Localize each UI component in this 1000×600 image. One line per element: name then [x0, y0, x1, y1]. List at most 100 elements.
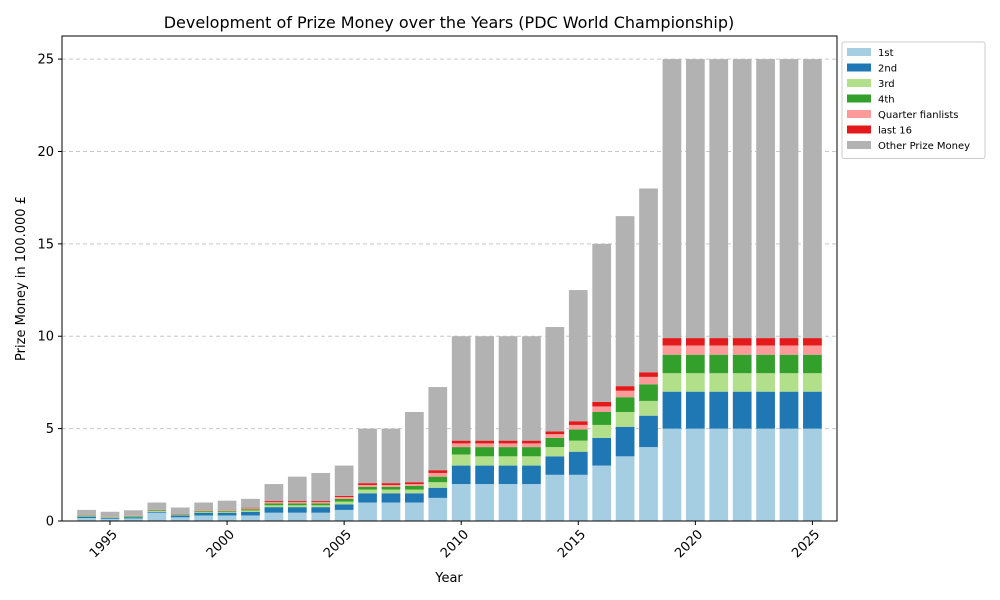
- legend-label: 2nd: [878, 64, 897, 75]
- y-tick-label: 10: [37, 330, 54, 345]
- bar-segment: [334, 501, 354, 505]
- bar-stack-2016: [592, 243, 612, 521]
- bar-segment: [451, 454, 471, 466]
- bar-segment: [568, 421, 588, 425]
- bar-segment: [779, 391, 799, 429]
- bar-segment: [428, 476, 448, 483]
- bar-segment: [685, 345, 705, 355]
- bar-segment: [381, 489, 401, 494]
- bar-segment: [709, 428, 729, 521]
- bar-stack-2020: [685, 59, 705, 521]
- bar-stacks: [77, 59, 822, 521]
- bar-stack-2015: [568, 290, 588, 521]
- bar-segment: [241, 507, 260, 509]
- bar-stack-1995: [100, 511, 120, 521]
- bar-stack-2004: [311, 472, 331, 521]
- legend-swatch: [847, 125, 871, 134]
- bar-segment: [475, 465, 494, 485]
- bar-segment: [100, 517, 120, 519]
- bar-segment: [381, 483, 401, 485]
- bar-segment: [405, 489, 424, 494]
- bar-segment: [428, 487, 448, 498]
- bar-segment: [592, 465, 612, 521]
- bar-segment: [732, 345, 752, 355]
- bar-segment: [77, 515, 96, 517]
- bar-segment: [194, 510, 214, 512]
- bar-segment: [287, 512, 307, 521]
- bar-stack-2022: [732, 59, 752, 521]
- bar-segment: [451, 443, 471, 448]
- bar-segment: [287, 501, 307, 504]
- x-tick-label: 2000: [204, 527, 238, 561]
- bar-segment: [194, 515, 214, 521]
- bar-segment: [124, 516, 143, 518]
- bar-segment: [451, 447, 471, 455]
- bar-segment: [217, 515, 237, 521]
- bar-segment: [77, 509, 96, 515]
- bar-segment: [592, 411, 612, 425]
- bar-segment: [264, 507, 284, 513]
- bar-stack-2025: [803, 59, 822, 521]
- legend-swatch: [847, 141, 871, 149]
- bar-segment: [498, 336, 518, 441]
- bar-segment: [545, 447, 565, 457]
- bar-segment: [662, 338, 682, 346]
- x-tick-label: 2005: [321, 527, 355, 561]
- bar-segment: [756, 345, 775, 355]
- bar-segment: [358, 483, 377, 485]
- legend-label: Other Prize Money: [878, 141, 970, 152]
- bar-segment: [639, 415, 658, 448]
- bar-segment: [592, 406, 612, 412]
- bar-segment: [475, 440, 494, 444]
- bar-stack-2013: [522, 336, 541, 521]
- bar-segment: [779, 428, 799, 521]
- bar-segment: [639, 188, 658, 373]
- bar-segment: [311, 507, 331, 513]
- bar-segment: [358, 428, 377, 484]
- bar-segment: [522, 456, 541, 466]
- y-tick-label: 20: [37, 145, 54, 160]
- bar-segment: [124, 518, 143, 521]
- bar-segment: [756, 391, 775, 429]
- bar-segment: [779, 59, 799, 339]
- bar-segment: [287, 503, 307, 506]
- y-tick-label: 5: [46, 422, 54, 437]
- bar-segment: [685, 338, 705, 346]
- bar-segment: [685, 59, 705, 339]
- bar-segment: [685, 354, 705, 374]
- bar-segment: [147, 502, 167, 510]
- bar-stack-2011: [475, 336, 494, 521]
- bar-segment: [615, 397, 635, 412]
- bar-segment: [217, 511, 237, 513]
- bar-segment: [147, 511, 167, 512]
- bar-segment: [779, 338, 799, 346]
- bar-segment: [732, 59, 752, 339]
- bar-segment: [334, 465, 354, 496]
- legend-label: 4th: [878, 95, 895, 106]
- bar-segment: [803, 338, 822, 346]
- bar-segment: [475, 447, 494, 457]
- bar-segment: [522, 336, 541, 441]
- bar-segment: [592, 243, 612, 402]
- bar-stack-2019: [662, 59, 682, 521]
- bar-segment: [639, 372, 658, 377]
- bar-segment: [522, 447, 541, 457]
- bar-stack-2007: [381, 428, 401, 521]
- bar-segment: [405, 482, 424, 485]
- bar-segment: [475, 443, 494, 448]
- bar-segment: [241, 511, 260, 516]
- bar-segment: [498, 440, 518, 444]
- bar-segment: [756, 428, 775, 521]
- bar-segment: [170, 517, 190, 521]
- bar-segment: [568, 451, 588, 475]
- bar-segment: [662, 345, 682, 355]
- bar-segment: [77, 515, 96, 516]
- bar-segment: [381, 486, 401, 490]
- bar-segment: [241, 515, 260, 521]
- legend-label: Quarter fianlists: [878, 110, 958, 121]
- bar-segment: [803, 354, 822, 374]
- bar-segment: [522, 443, 541, 448]
- bar-segment: [732, 354, 752, 374]
- bar-segment: [358, 484, 377, 487]
- bar-segment: [100, 511, 120, 517]
